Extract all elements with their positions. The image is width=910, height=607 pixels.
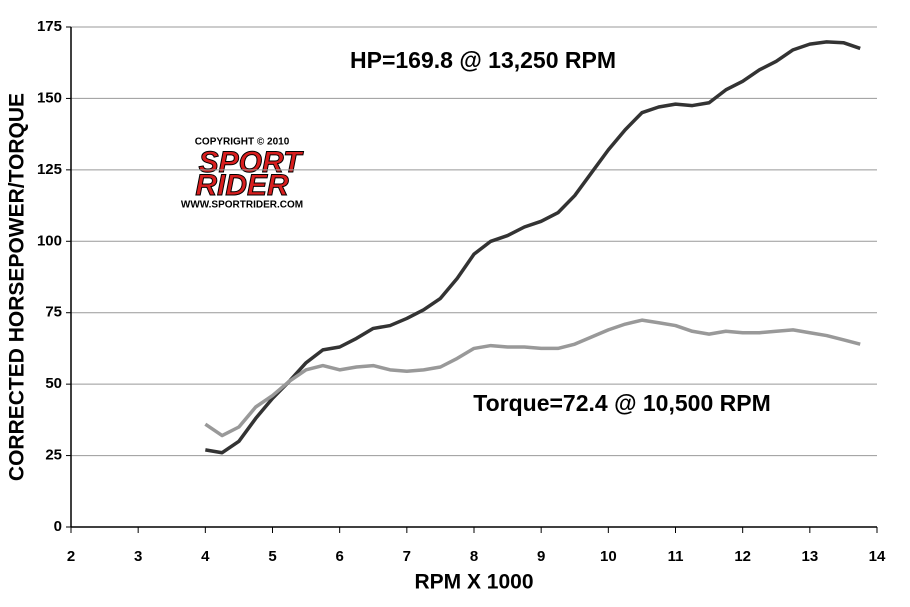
x-tick-label: 14 bbox=[869, 548, 886, 565]
x-tick-label: 13 bbox=[801, 548, 818, 565]
x-axis-label: RPM X 1000 bbox=[414, 571, 533, 594]
x-tick-label: 2 bbox=[67, 548, 75, 565]
x-tick-label: 3 bbox=[134, 548, 142, 565]
y-tick-label: 125 bbox=[37, 161, 62, 178]
x-tick-label: 6 bbox=[335, 548, 343, 565]
y-tick-label: 50 bbox=[45, 375, 62, 392]
logo-copyright: COPYRIGHT © 2010 bbox=[195, 137, 290, 148]
torque-annotation: Torque=72.4 @ 10,500 RPM bbox=[473, 390, 770, 416]
line-series bbox=[204, 318, 861, 438]
logo: COPYRIGHT © 2010 SPORT RIDER WWW.SPORTRI… bbox=[181, 137, 305, 211]
y-tick-label: 175 bbox=[37, 18, 62, 35]
y-tick-label: 100 bbox=[37, 232, 62, 249]
hp-annotation: HP=169.8 @ 13,250 RPM bbox=[350, 47, 616, 73]
y-tick-label: 75 bbox=[45, 304, 62, 321]
logo-url: WWW.SPORTRIDER.COM bbox=[181, 200, 303, 211]
x-tick-label: 9 bbox=[537, 548, 545, 565]
x-tick-label: 8 bbox=[470, 548, 478, 565]
x-tick-label: 12 bbox=[734, 548, 751, 565]
x-tick-label: 11 bbox=[668, 548, 684, 565]
x-tick-label: 5 bbox=[268, 548, 276, 565]
y-axis-label: CORRECTED HORSEPOWER/TORQUE bbox=[6, 93, 29, 481]
x-tick-label: 4 bbox=[201, 548, 210, 565]
logo-rider: RIDER bbox=[195, 169, 289, 202]
line-series bbox=[205, 40, 861, 455]
y-tick-label: 25 bbox=[45, 447, 62, 464]
x-tick-label: 7 bbox=[403, 548, 411, 565]
y-tick-label: 0 bbox=[54, 518, 62, 535]
y-tick-label: 150 bbox=[37, 89, 62, 106]
logo-sport: SPORT bbox=[199, 146, 304, 179]
x-tick-label: 10 bbox=[600, 548, 617, 565]
